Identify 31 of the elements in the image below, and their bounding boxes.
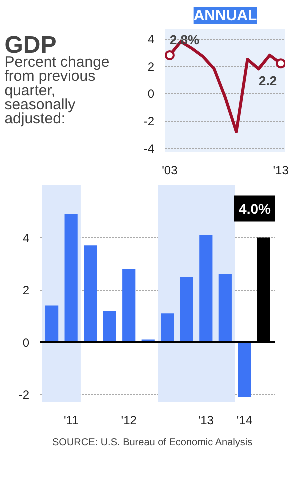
data-label: 4.0% <box>239 200 272 217</box>
y-tick-label: -4 <box>144 142 155 156</box>
y-tick-label: 0 <box>22 336 30 350</box>
bar <box>161 314 174 342</box>
bar <box>103 310 116 342</box>
y-tick-label: 4 <box>148 32 155 47</box>
y-tick-label: 2 <box>148 60 155 74</box>
y-tick-label: 2 <box>22 284 30 298</box>
y-tick-label: -2 <box>18 388 30 402</box>
x-tick-label: '13 <box>273 164 290 178</box>
bar <box>180 277 194 342</box>
y-tick-label: 4 <box>22 231 30 246</box>
annotation: 2.2 <box>258 74 278 89</box>
y-tick-label: -2 <box>144 114 155 129</box>
x-tick-label: '14 <box>236 414 253 428</box>
bar <box>46 306 59 342</box>
chart-subtitle: Percent change from previous quarter, seasonally adjusted: <box>4 54 110 128</box>
annotation: 2.8% <box>170 32 200 48</box>
bar <box>122 269 136 342</box>
x-tick-label: '03 <box>162 164 178 178</box>
bar <box>200 235 213 342</box>
chart-title: ANNUAL <box>194 8 258 24</box>
y-tick-label: 0 <box>148 87 155 102</box>
bar <box>218 274 232 342</box>
x-tick-label: '11 <box>64 414 80 428</box>
source-note: SOURCE: U.S. Bureau of Economic Analysis <box>52 438 253 448</box>
x-tick-label: '12 <box>121 414 138 428</box>
x-tick-label: '13 <box>198 414 214 428</box>
bar <box>238 342 252 398</box>
bar <box>84 246 98 342</box>
bar <box>64 214 78 342</box>
